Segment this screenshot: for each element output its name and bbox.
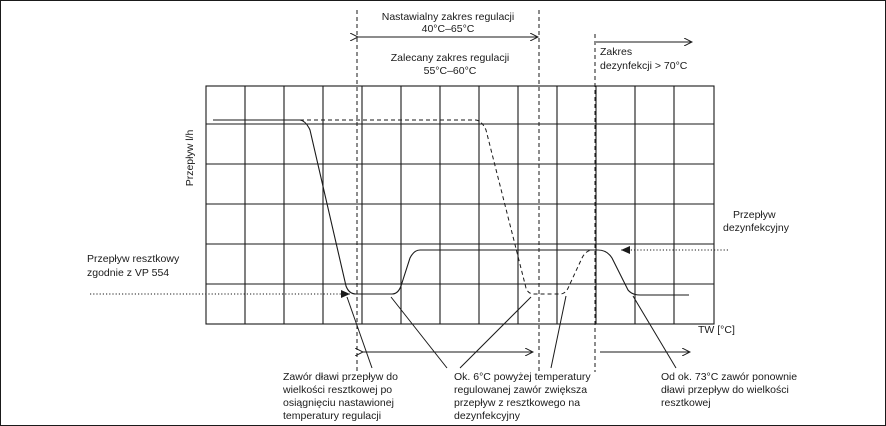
svg-text:wielkości resztkowej po: wielkości resztkowej po <box>282 384 392 396</box>
flow-curve-shifted-dashed <box>300 119 594 295</box>
disinfection-range-title: Zakres <box>600 46 632 58</box>
adjustable-range-title: Nastawialny zakres regulacji <box>382 11 514 23</box>
svg-text:przepływ z resztkowego na: przepływ z resztkowego na <box>454 397 580 409</box>
residual-flow-label-line2: zgodnie z VP 554 <box>87 267 169 279</box>
svg-text:dezynfekcyjny: dezynfekcyjny <box>454 410 521 422</box>
adjustable-range-value: 40°C–65°C <box>422 23 475 35</box>
note2-leader-b <box>459 296 532 369</box>
svg-text:temperatury regulacji: temperatury regulacji <box>283 410 381 422</box>
note1: Zawór dławi przepływ do wielkości resztk… <box>282 371 398 422</box>
y-axis-label: Przepływ l/h <box>184 130 196 187</box>
svg-text:osiągnięciu nastawionej: osiągnięciu nastawionej <box>283 397 394 409</box>
x-axis-label: TW [°C] <box>698 324 735 336</box>
svg-text:Zawór dławi przepływ do: Zawór dławi przepływ do <box>283 371 398 383</box>
note2-leader-c <box>550 295 567 369</box>
flow-curve-set-temperature <box>213 119 689 296</box>
disinfection-flow-label-line2: dezynfekcyjny <box>723 222 790 234</box>
disinfection-flow-label-line1: Przepływ <box>733 209 776 221</box>
svg-text:resztkowej: resztkowej <box>661 397 711 409</box>
note3-leader <box>632 295 677 369</box>
range-boundaries <box>356 10 596 372</box>
svg-text:dławi przepływ do wielkości: dławi przepływ do wielkości <box>661 384 789 396</box>
residual-flow-label-line1: Przepływ resztkowy <box>87 253 180 265</box>
disinfection-range-value: dezynfekcji > 70°C <box>600 60 688 72</box>
svg-text:Od ok. 73°C zawór ponownie: Od ok. 73°C zawór ponownie <box>661 371 797 383</box>
recommended-range-title: Zalecany zakres regulacji <box>391 52 509 64</box>
svg-text:regulowanej zawór zwiększa: regulowanej zawór zwiększa <box>454 384 587 396</box>
note2: Ok. 6°C powyżej temperatury regulowanej … <box>454 371 591 422</box>
svg-text:Ok. 6°C powyżej temperatury: Ok. 6°C powyżej temperatury <box>454 371 591 383</box>
note2-leader-a <box>390 296 448 369</box>
note1-leader <box>346 296 373 369</box>
grid <box>205 85 715 325</box>
note3: Od ok. 73°C zawór ponownie dławi przepły… <box>661 371 797 409</box>
recommended-range-value: 55°C–60°C <box>424 65 477 77</box>
